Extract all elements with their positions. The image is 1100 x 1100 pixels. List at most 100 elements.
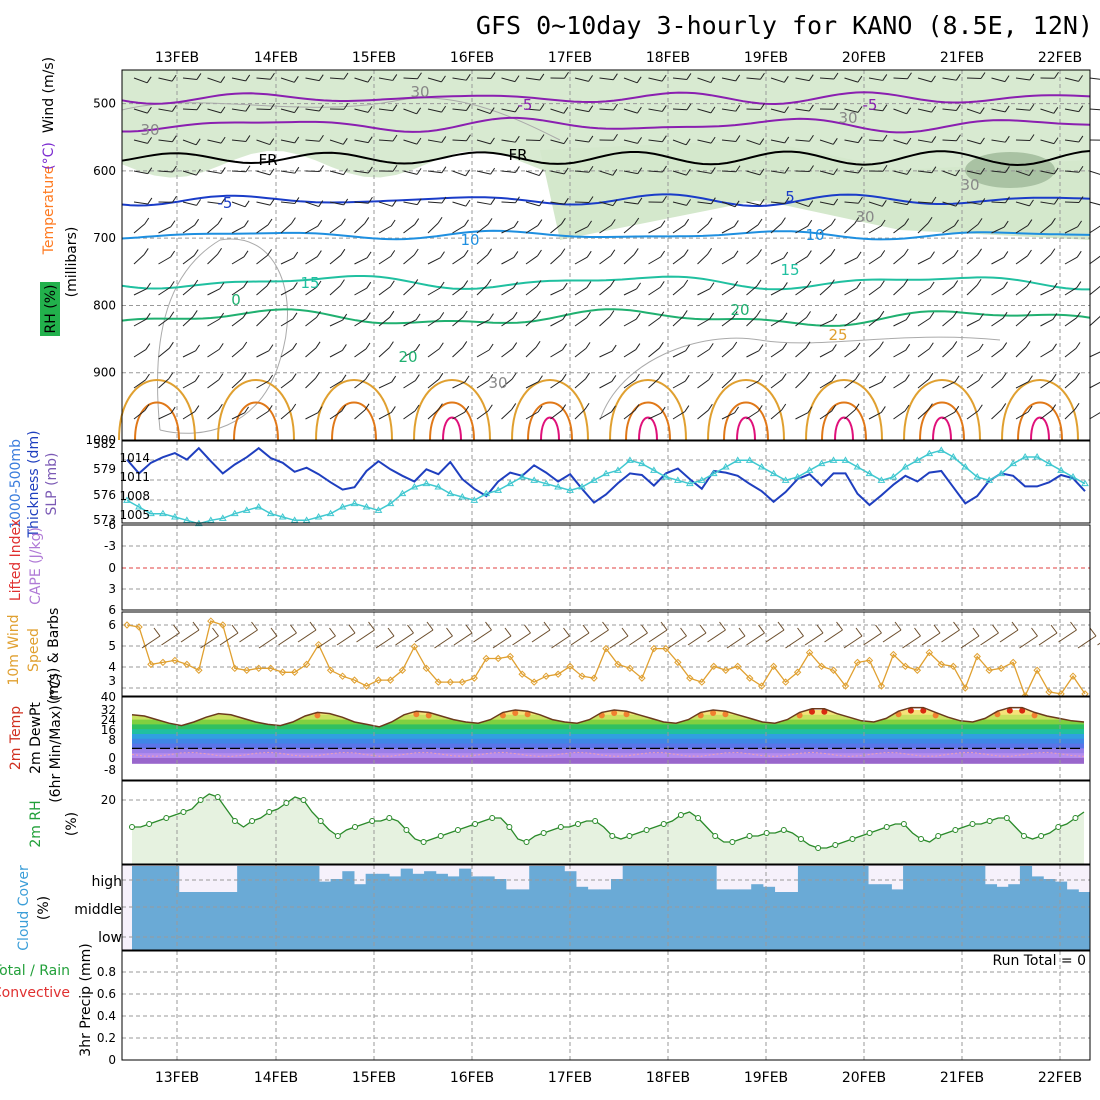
wind-barb xyxy=(305,412,319,420)
wind-barb-flag xyxy=(490,167,496,175)
wind-barb xyxy=(280,409,293,420)
cloud-high-bar xyxy=(482,876,495,892)
wind-barb-flag xyxy=(168,372,174,379)
wind-barb-flag xyxy=(219,312,225,320)
cloud-high-bar xyxy=(914,866,927,892)
wind-barb xyxy=(1040,410,1052,420)
wind-barb xyxy=(525,381,539,389)
wind-barb-flag xyxy=(245,104,251,112)
wind-barb-flag xyxy=(953,280,959,287)
wind-barb-flag xyxy=(855,373,860,380)
wind-barb-flag xyxy=(563,197,569,205)
y-tick-lifted: -3 xyxy=(104,539,116,553)
wind-barb-10m xyxy=(336,632,356,646)
cloud-high-bar xyxy=(342,871,355,892)
wind-barb xyxy=(917,170,932,174)
wind-barb-10m xyxy=(843,635,863,649)
wind-barb xyxy=(476,349,490,358)
wind-barb xyxy=(672,77,687,80)
wind-barb-flag xyxy=(217,217,223,225)
wind-speed-point xyxy=(997,664,1005,673)
wind-barb-flag xyxy=(1029,199,1034,207)
wind-barb xyxy=(868,201,883,207)
wind-barb-flag xyxy=(952,310,958,318)
date-label-top: 13FEB xyxy=(155,50,199,66)
wind-barb xyxy=(672,255,685,265)
wind-barb xyxy=(525,316,537,327)
wind-barb-flag xyxy=(245,74,251,82)
wind-barb xyxy=(599,224,612,234)
wind-speed-point xyxy=(410,642,419,651)
rh-2m-point xyxy=(540,830,547,836)
wind-barb-flag xyxy=(733,280,739,288)
wind-barb xyxy=(427,170,442,174)
wind-barb-flag xyxy=(364,217,370,224)
wind-barb xyxy=(746,77,761,80)
wind-barb-10m xyxy=(512,632,531,646)
wind-barb xyxy=(697,77,711,84)
y-label-part: Lifted Index xyxy=(8,519,24,601)
date-label-bottom: 17FEB xyxy=(548,1070,592,1086)
wind-barb-flag xyxy=(1078,105,1084,112)
wind-barb-10m-flag xyxy=(231,624,239,634)
wind-barb-10m-flag xyxy=(875,624,882,634)
wind-barb-flag xyxy=(487,404,493,412)
wind-barb xyxy=(721,170,737,173)
temp-color-band xyxy=(132,758,1084,764)
wind-barb xyxy=(403,77,418,80)
chart-title: GFS 0~10day 3-hourly for KANO (8.5E, 12N… xyxy=(476,11,1093,40)
date-label-bottom: 18FEB xyxy=(646,1070,690,1086)
wind-barb-flag xyxy=(1027,219,1033,226)
wind-speed-point xyxy=(446,678,455,686)
wind-barb xyxy=(550,379,563,389)
wind-barb xyxy=(574,226,588,234)
slp-point xyxy=(865,469,874,477)
temp-contour-30 xyxy=(331,401,377,441)
wind-barb-10m xyxy=(473,629,492,643)
slp-point xyxy=(877,476,886,483)
y-label-part: SLP (mb) xyxy=(44,452,60,515)
wind-barb xyxy=(893,380,906,389)
wind-barb-flag xyxy=(976,278,982,286)
wind-barb xyxy=(697,288,711,296)
wind-barb-flag xyxy=(1028,169,1034,176)
wind-speed-point xyxy=(1009,658,1017,667)
wind-barb-flag xyxy=(438,372,444,380)
wind-barb xyxy=(623,288,637,296)
wind-barb xyxy=(721,108,736,112)
wind-barb xyxy=(1015,201,1030,207)
y-tick-temp: 8 xyxy=(108,733,116,747)
wind-barb-flag xyxy=(318,74,324,81)
wind-barb xyxy=(476,223,489,234)
rh-2m-point xyxy=(506,824,513,830)
wind-barb-flag xyxy=(660,220,666,227)
wind-barb xyxy=(550,201,565,205)
wind-barb-flag xyxy=(955,169,961,177)
wind-barb-flag xyxy=(171,105,177,112)
date-label-bottom: 22FEB xyxy=(1038,1070,1082,1086)
wind-barb xyxy=(231,201,246,208)
wind-barb-10m-flag xyxy=(153,627,161,637)
wind-barb-10m xyxy=(356,629,375,643)
wind-barb-flag xyxy=(366,281,372,289)
wind-barb xyxy=(207,77,221,84)
wind-barb xyxy=(1015,170,1030,177)
cloud-high-bar xyxy=(832,866,846,892)
wind-barb xyxy=(329,201,344,206)
wind-barb xyxy=(501,287,514,296)
wind-barb xyxy=(305,201,319,208)
wind-barb xyxy=(1089,225,1100,234)
wind-barb-flag xyxy=(807,406,813,413)
slp-point xyxy=(709,469,718,477)
slp-point xyxy=(302,516,311,523)
rh-2m-point xyxy=(334,833,341,839)
rh-2m-point xyxy=(815,845,822,851)
wind-barb-flag xyxy=(954,405,960,413)
wind-barb-flag xyxy=(392,74,398,81)
wind-barb xyxy=(893,201,908,206)
wind-barb-10m-flag xyxy=(329,627,336,637)
wind-barb xyxy=(648,347,660,358)
wind-barb-flag xyxy=(144,404,150,411)
wind-barb-flag xyxy=(390,219,396,227)
wind-barb-flag xyxy=(170,250,176,258)
